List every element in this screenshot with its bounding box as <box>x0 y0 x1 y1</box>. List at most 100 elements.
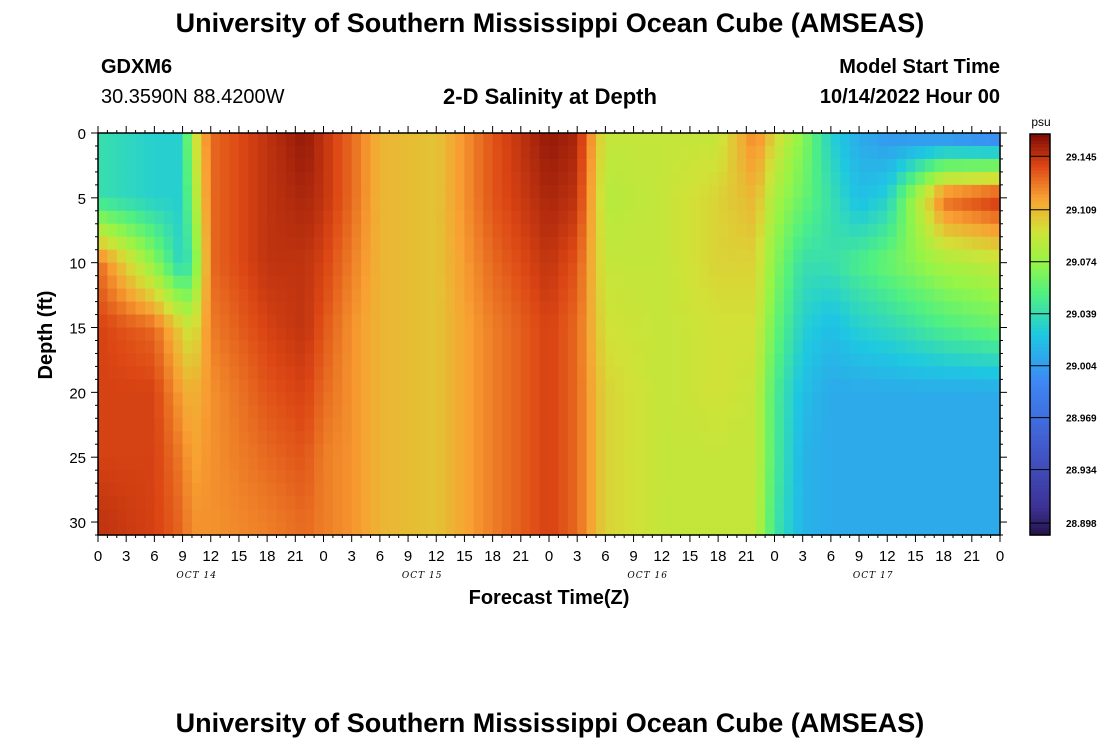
heatmap-cell <box>877 444 888 458</box>
heatmap-cell <box>990 353 1001 368</box>
heatmap-cell <box>238 366 249 380</box>
heatmap-cell <box>154 340 165 355</box>
heatmap-cell <box>417 353 428 368</box>
heatmap-cell <box>624 327 635 342</box>
heatmap-cell <box>849 236 860 251</box>
heatmap-cell <box>267 340 278 355</box>
heatmap-cell <box>577 496 588 510</box>
heatmap-cell <box>934 509 945 523</box>
heatmap-cell <box>351 327 362 342</box>
heatmap-cell <box>276 444 287 458</box>
heatmap-cell <box>285 236 296 251</box>
heatmap-cell <box>229 392 240 406</box>
heatmap-cell <box>417 379 428 393</box>
heatmap-cell <box>708 184 719 199</box>
heatmap-cell <box>680 249 691 264</box>
heatmap-cell <box>511 483 522 497</box>
heatmap-cell <box>455 145 466 160</box>
heatmap-cell <box>370 327 381 342</box>
heatmap-cell <box>699 431 710 445</box>
heatmap-cell <box>304 301 315 316</box>
colorbar-label: 29.109 <box>1066 206 1097 217</box>
heatmap-cell <box>436 171 447 186</box>
heatmap-cell <box>877 314 888 329</box>
heatmap-cell <box>549 327 559 342</box>
heatmap-cell <box>849 340 860 355</box>
heatmap-cell <box>191 223 202 238</box>
heatmap-cell <box>783 223 794 238</box>
heatmap-cell <box>736 223 747 238</box>
heatmap-cell <box>689 353 700 368</box>
heatmap-cell <box>539 483 550 497</box>
colorbar-swatch <box>1030 210 1050 215</box>
heatmap-cell <box>765 262 776 277</box>
colorbar-swatch <box>1030 194 1050 199</box>
heatmap-cell <box>492 405 503 419</box>
heatmap-cell <box>201 327 212 342</box>
heatmap-cell <box>765 236 776 251</box>
heatmap-cell <box>915 158 926 173</box>
heatmap-cell <box>483 184 494 199</box>
model-start-label: Model Start Time <box>839 56 1000 78</box>
heatmap-cell <box>285 496 296 510</box>
heatmap-cell <box>285 327 296 342</box>
heatmap-cell <box>680 483 691 497</box>
colorbar-label: 28.898 <box>1066 519 1097 530</box>
heatmap-cell <box>990 171 1001 186</box>
heatmap-cell <box>577 431 588 445</box>
heatmap-cell <box>511 210 522 225</box>
heatmap-cell <box>135 249 146 264</box>
heatmap-cell <box>483 405 494 419</box>
heatmap-cell <box>144 249 155 264</box>
heatmap-cell <box>342 145 353 160</box>
heatmap-cell <box>116 509 127 523</box>
heatmap-cell <box>830 509 841 523</box>
heatmap-cell <box>389 158 400 173</box>
heatmap-cell <box>934 327 945 342</box>
heatmap-cell <box>229 405 240 419</box>
heatmap-cell <box>116 496 127 510</box>
heatmap-cell <box>595 418 606 432</box>
heatmap-cell <box>934 288 945 303</box>
heatmap-cell <box>154 158 165 173</box>
heatmap-cell <box>267 418 278 432</box>
heatmap-cell <box>915 262 926 277</box>
heatmap-cell <box>549 470 559 484</box>
x-tick-label: 12 <box>653 548 670 565</box>
heatmap-cell <box>126 197 137 212</box>
heatmap-cell <box>408 522 419 536</box>
heatmap-cell <box>267 522 278 536</box>
heatmap-cell <box>539 223 550 238</box>
heatmap-cell <box>455 418 466 432</box>
colorbar-swatch <box>1030 357 1050 362</box>
heatmap-cell <box>549 145 559 160</box>
heatmap-cell <box>859 379 870 393</box>
heatmap-cell <box>859 496 870 510</box>
heatmap-cell <box>191 457 202 471</box>
heatmap-cell <box>539 457 550 471</box>
heatmap-cell <box>182 184 193 199</box>
heatmap-cell <box>210 184 221 199</box>
heatmap-cell <box>718 418 729 432</box>
heatmap-cell <box>680 509 691 523</box>
heatmap-cell <box>887 145 898 160</box>
heatmap-cell <box>718 262 729 277</box>
heatmap-cell <box>417 483 428 497</box>
heatmap-cell <box>962 522 973 536</box>
heatmap-cell <box>314 431 325 445</box>
heatmap-cell <box>455 353 466 368</box>
heatmap-cell <box>558 483 569 497</box>
heatmap-cell <box>248 379 259 393</box>
heatmap-cell <box>671 379 682 393</box>
heatmap-cell <box>727 366 738 380</box>
heatmap-cell <box>530 418 541 432</box>
heatmap-cell <box>464 418 475 432</box>
heatmap-cell <box>896 457 907 471</box>
heatmap-cell <box>238 457 249 471</box>
y-tick-label: 25 <box>69 450 86 467</box>
heatmap-cell <box>830 470 841 484</box>
heatmap-cell <box>953 340 964 355</box>
heatmap-cell <box>567 275 578 290</box>
heatmap-cell <box>708 145 719 160</box>
heatmap-cell <box>135 158 146 173</box>
